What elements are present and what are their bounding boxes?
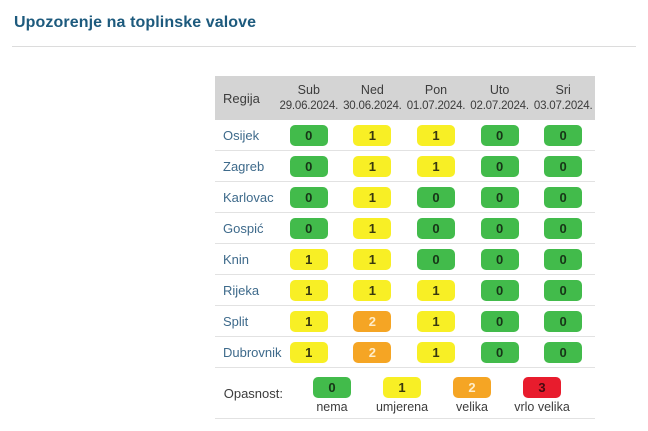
legend-item-vrlo-velika: 3 vrlo velika	[507, 373, 577, 414]
warning-level-badge: 0	[416, 186, 455, 208]
warning-level-badge: 1	[416, 155, 455, 177]
day-name: Uto	[489, 83, 510, 98]
warning-level-badge: 2	[453, 376, 491, 398]
column-header-day-5: Sri 03.07.2024.	[531, 82, 595, 113]
warning-level-badge: 0	[289, 217, 328, 239]
warning-level-badge: 0	[544, 341, 583, 363]
warning-level-badge: 1	[289, 248, 328, 270]
warning-level-badge: 0	[480, 341, 519, 363]
table-row: Karlovac 0 1 0 0 0	[215, 182, 595, 213]
legend-title: Opasnost:	[223, 385, 283, 401]
warning-level-badge: 0	[544, 217, 583, 239]
warning-level-badge: 2	[353, 341, 392, 363]
day-name: Ned	[360, 83, 384, 98]
warning-level-badge: 0	[289, 124, 328, 146]
table-row: Rijeka 1 1 1 0 0	[215, 275, 595, 306]
day-name: Sri	[555, 83, 571, 98]
title-divider	[12, 46, 636, 47]
warning-level-badge: 0	[544, 124, 583, 146]
warning-level-badge: 0	[544, 248, 583, 270]
column-header-day-2: Ned 30.06.2024.	[341, 82, 405, 113]
warning-level-badge: 0	[416, 248, 455, 270]
warning-level-badge: 0	[480, 279, 519, 301]
column-header-day-3: Pon 01.07.2024.	[404, 82, 468, 113]
legend-item-velika: 2 velika	[437, 373, 507, 414]
warning-level-badge: 1	[353, 124, 392, 146]
warning-level-badge: 1	[353, 279, 392, 301]
warning-level-badge: 0	[544, 279, 583, 301]
warning-level-badge: 0	[313, 376, 351, 398]
warning-level-badge: 0	[544, 186, 583, 208]
day-name: Pon	[424, 83, 448, 98]
page-title: Upozorenje na toplinske valove	[14, 14, 257, 31]
warning-level-badge: 1	[416, 310, 455, 332]
table-row: Gospić 0 1 0 0 0	[215, 213, 595, 244]
warning-level-badge: 1	[289, 341, 328, 363]
warning-level-badge: 1	[289, 310, 328, 332]
table-row: Zagreb 0 1 1 0 0	[215, 151, 595, 182]
region-label: Osijek	[223, 127, 260, 143]
column-header-region: Regija	[223, 90, 260, 106]
warning-level-badge: 1	[416, 341, 455, 363]
warning-level-badge: 1	[353, 217, 392, 239]
warning-level-badge: 1	[353, 155, 392, 177]
warning-level-badge: 0	[480, 155, 519, 177]
warning-level-badge: 0	[544, 310, 583, 332]
day-date: 30.06.2024.	[343, 99, 402, 112]
legend-item-umjerena: 1 umjerena	[367, 373, 437, 414]
warning-level-badge: 0	[289, 186, 328, 208]
warning-level-badge: 3	[523, 376, 561, 398]
heat-wave-warning-table: Regija Sub 29.06.2024. Ned 30.06.2024. P…	[215, 76, 595, 419]
warning-level-badge: 1	[416, 124, 455, 146]
region-label: Dubrovnik	[223, 344, 282, 360]
region-label: Karlovac	[223, 189, 274, 205]
day-name: Sub	[297, 83, 320, 98]
day-date: 03.07.2024.	[533, 99, 593, 112]
table-row: Osijek 0 1 1 0 0	[215, 120, 595, 151]
day-date: 29.06.2024.	[279, 99, 339, 112]
table-header-row: Regija Sub 29.06.2024. Ned 30.06.2024. P…	[215, 76, 595, 120]
warning-level-badge: 0	[480, 217, 519, 239]
warning-level-badge: 0	[480, 248, 519, 270]
warning-level-badge: 0	[289, 155, 328, 177]
table-row: Split 1 2 1 0 0	[215, 306, 595, 337]
region-label: Split	[223, 313, 249, 329]
column-header-day-1: Sub 29.06.2024.	[277, 82, 341, 113]
day-date: 02.07.2024.	[470, 99, 529, 112]
warning-level-badge: 1	[289, 279, 328, 301]
legend: Opasnost: 0 nema 1 umjerena 2 velika 3 v…	[215, 368, 595, 419]
legend-item-label: umjerena	[375, 399, 429, 414]
warning-level-badge: 1	[383, 376, 421, 398]
column-header-day-4: Uto 02.07.2024.	[468, 82, 532, 113]
region-label: Zagreb	[223, 158, 265, 174]
warning-level-badge: 0	[480, 124, 519, 146]
legend-item-nema: 0 nema	[297, 373, 367, 414]
warning-level-badge: 0	[480, 310, 519, 332]
legend-item-label: vrlo velika	[514, 399, 570, 414]
legend-item-label: velika	[456, 399, 488, 414]
region-label: Knin	[223, 251, 250, 267]
table-row: Knin 1 1 0 0 0	[215, 244, 595, 275]
warning-level-badge: 2	[353, 310, 392, 332]
warning-level-badge: 1	[353, 248, 392, 270]
day-date: 01.07.2024.	[406, 99, 466, 112]
warning-level-badge: 0	[480, 186, 519, 208]
legend-item-label: nema	[316, 399, 348, 414]
table-row: Dubrovnik 1 2 1 0 0	[215, 337, 595, 368]
warning-level-badge: 1	[353, 186, 392, 208]
region-label: Gospić	[223, 220, 264, 236]
warning-level-badge: 1	[416, 279, 455, 301]
region-label: Rijeka	[223, 282, 260, 298]
warning-level-badge: 0	[544, 155, 583, 177]
warning-level-badge: 0	[416, 217, 455, 239]
